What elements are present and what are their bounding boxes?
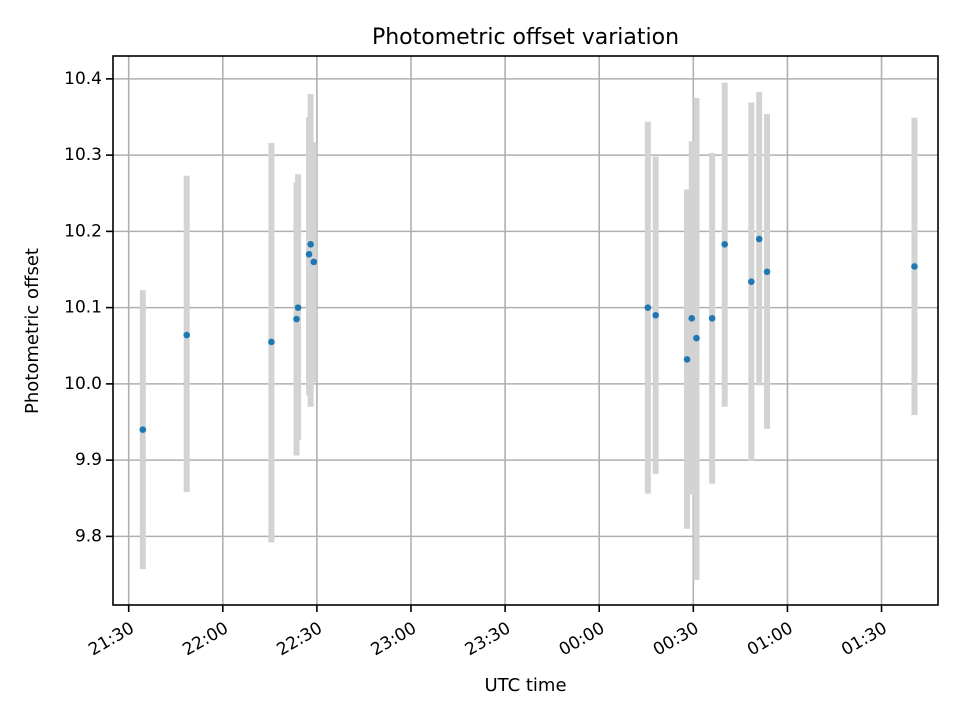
data-point [911, 263, 918, 270]
data-point [683, 356, 691, 363]
data-point [644, 304, 652, 311]
y-axis-label: Photometric offset [22, 248, 43, 414]
data-point [652, 311, 659, 319]
data-point [294, 304, 302, 311]
data-point [139, 426, 147, 433]
y-tick-label: 10.4 [64, 69, 102, 89]
data-point [310, 258, 318, 266]
y-tick-label: 10.3 [64, 145, 102, 165]
data-point [708, 315, 716, 322]
data-point [293, 315, 300, 323]
data-point [268, 338, 275, 346]
data-point [305, 250, 313, 258]
data-point [748, 278, 755, 286]
data-point [693, 334, 700, 342]
data-points [139, 235, 918, 433]
y-tick-label: 9.8 [75, 526, 102, 546]
x-axis-label: UTC time [484, 675, 566, 696]
chart-title: Photometric offset variation [372, 25, 679, 50]
data-point [721, 241, 728, 248]
y-tick-label: 10.0 [64, 374, 102, 394]
plot-frame [112, 55, 939, 606]
y-tick-label: 10.1 [64, 298, 102, 318]
y-tick-label: 10.2 [64, 221, 102, 241]
data-point [763, 268, 771, 276]
data-point [307, 241, 314, 248]
grid-lines [113, 56, 938, 605]
data-point [183, 331, 191, 339]
data-point [755, 235, 763, 243]
data-point [688, 315, 696, 322]
y-tick-label: 9.9 [75, 450, 102, 470]
